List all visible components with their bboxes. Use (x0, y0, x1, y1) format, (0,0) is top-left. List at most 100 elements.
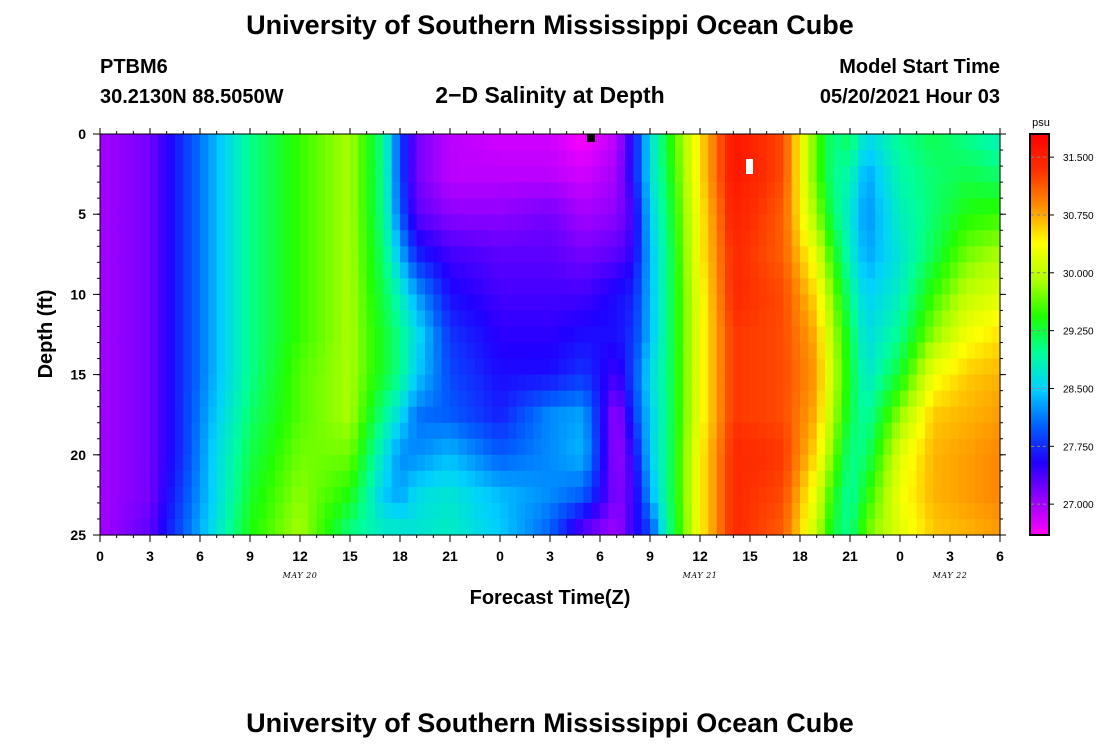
heatmap-cell (525, 150, 534, 167)
heatmap-cell (208, 470, 218, 488)
heatmap-cell (608, 454, 618, 472)
heatmap-cell (566, 214, 576, 231)
heatmap-cell (741, 422, 751, 440)
heatmap-cell (316, 502, 326, 520)
heatmap-cell (316, 214, 326, 231)
heatmap-cell (366, 438, 376, 456)
heatmap-cell (425, 294, 434, 312)
heatmap-cell (825, 214, 834, 231)
heatmap-cell (725, 454, 734, 472)
heatmap-cell (675, 262, 684, 279)
heatmap-cell (791, 390, 801, 408)
heatmap-cell (883, 214, 893, 231)
heatmap-cell (233, 326, 243, 344)
heatmap-cell (458, 166, 468, 183)
heatmap-cell (866, 134, 876, 151)
heatmap-cell (941, 502, 951, 520)
heatmap-cell (225, 342, 234, 360)
heatmap-cell (683, 278, 693, 295)
heatmap-cell (266, 166, 276, 183)
heatmap-cell (508, 294, 518, 312)
heatmap-cell (658, 214, 668, 231)
heatmap-cell (400, 374, 409, 392)
heatmap-cell (650, 390, 659, 408)
heatmap-cell (650, 358, 659, 376)
heatmap-cell (650, 518, 659, 536)
heatmap-cell (933, 166, 943, 183)
heatmap-cell (241, 358, 251, 376)
heatmap-cell (366, 390, 376, 408)
heatmap-cell (158, 406, 168, 424)
heatmap-cell (350, 502, 359, 520)
heatmap-cell (175, 486, 184, 504)
heatmap-cell (733, 390, 743, 408)
heatmap-cell (633, 422, 643, 440)
heatmap-cell (316, 230, 326, 247)
heatmap-cell (633, 182, 643, 199)
heatmap-cell (625, 502, 634, 520)
heatmap-cell (241, 326, 251, 344)
heatmap-cell (266, 294, 276, 312)
heatmap-cell (900, 182, 909, 199)
colorbar-tick-label: 30.000 (1063, 269, 1094, 280)
heatmap-cell (383, 262, 393, 279)
heatmap-cell (675, 294, 684, 312)
heatmap-cell (550, 454, 559, 472)
heatmap-cell (208, 294, 218, 312)
heatmap-cell (841, 214, 851, 231)
heatmap-cell (891, 246, 901, 263)
heatmap-cell (366, 246, 376, 263)
heatmap-cell (341, 230, 351, 247)
heatmap-cell (783, 438, 793, 456)
heatmap-cell (808, 502, 818, 520)
heatmap-cell (125, 134, 134, 151)
heatmap-cell (841, 518, 851, 536)
heatmap-cell (808, 150, 818, 167)
heatmap-cell (458, 502, 468, 520)
heatmap-cell (383, 310, 393, 328)
heatmap-cell (366, 262, 376, 279)
heatmap-cell (716, 374, 726, 392)
heatmap-cell (283, 182, 293, 199)
heatmap-cell (533, 134, 543, 151)
heatmap-cell (283, 422, 293, 440)
heatmap-cell (191, 310, 201, 328)
heatmap-cell (691, 326, 701, 344)
heatmap-cell (841, 358, 851, 376)
heatmap-cell (591, 326, 601, 344)
heatmap-cell (841, 486, 851, 504)
heatmap-cell (908, 246, 918, 263)
heatmap-cell (700, 198, 709, 215)
heatmap-cell (500, 406, 509, 424)
heatmap-cell (491, 150, 501, 167)
heatmap-cell (741, 502, 751, 520)
heatmap-cell (416, 230, 426, 247)
heatmap-cell (600, 166, 609, 183)
heatmap-cell (216, 470, 226, 488)
heatmap-cell (758, 134, 768, 151)
heatmap-cell (633, 470, 643, 488)
heatmap-cell (600, 150, 609, 167)
heatmap-cell (316, 518, 326, 536)
heatmap-cell (575, 150, 584, 167)
heatmap-cell (325, 486, 334, 504)
heatmap-cell (933, 198, 943, 215)
heatmap-cell (750, 438, 759, 456)
heatmap-cell (541, 518, 551, 536)
x-tick-label: 6 (196, 548, 204, 564)
heatmap-cell (808, 342, 818, 360)
heatmap-cell (125, 198, 134, 215)
heatmap-cell (983, 326, 993, 344)
heatmap-cell (700, 502, 709, 520)
heatmap-cell (358, 182, 368, 199)
heatmap-cell (866, 502, 876, 520)
heatmap-cell (133, 214, 143, 231)
heatmap-cell (691, 438, 701, 456)
heatmap-cell (858, 454, 868, 472)
heatmap-cell (608, 150, 618, 167)
heatmap-cell (408, 198, 418, 215)
heatmap-cell (508, 342, 518, 360)
heatmap-cell (908, 518, 918, 536)
heatmap-cell (550, 358, 559, 376)
heatmap-cell (175, 134, 184, 151)
